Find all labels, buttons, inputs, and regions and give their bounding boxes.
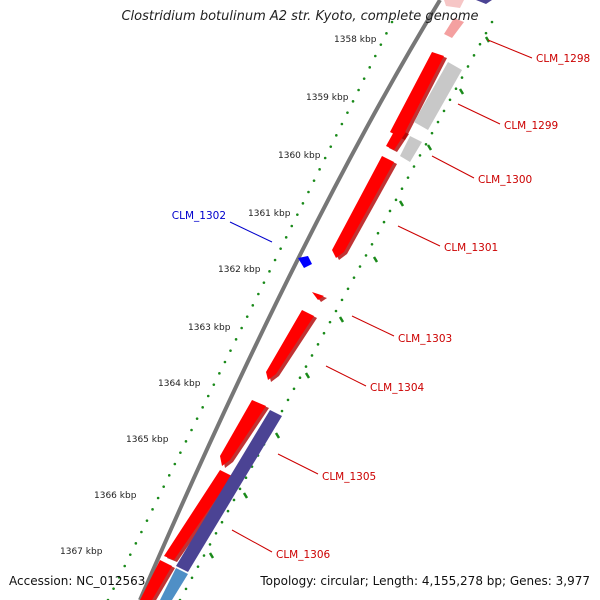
- tick-label: 1363 kbp: [188, 323, 231, 333]
- feature-clm-1303[interactable]: [312, 292, 327, 302]
- feature-clm-1306[interactable]: [164, 470, 235, 562]
- feature-tracks: [140, 0, 492, 600]
- genome-backbone: [138, 0, 442, 600]
- gene-label-clm-1301[interactable]: CLM_1301: [397, 225, 498, 254]
- tick-label: 1361 kbp: [248, 209, 291, 219]
- tick-label: 1366 kbp: [94, 491, 137, 501]
- feature-gray-2[interactable]: [400, 136, 422, 162]
- gene-label-clm-1299[interactable]: CLM_1299: [457, 103, 558, 132]
- tick-label: 1358 kbp: [334, 35, 377, 45]
- gene-label-clm-1298[interactable]: CLM_1298: [487, 39, 590, 65]
- feature-clm-1304[interactable]: [266, 310, 317, 382]
- feature-gray-1[interactable]: [414, 62, 462, 130]
- accession-text: Accession: NC_012563: [9, 574, 146, 588]
- gene-label-text: CLM_1303: [398, 333, 452, 345]
- tick-label: 1365 kbp: [126, 435, 169, 445]
- feature-clm-1301[interactable]: [332, 156, 397, 260]
- tick-label: 1364 kbp: [158, 379, 201, 389]
- gene-label-text: CLM_1306: [276, 549, 331, 561]
- feature-clm-1299[interactable]: [390, 52, 447, 140]
- gene-label-text: CLM_1305: [322, 471, 376, 483]
- tick-label: 1367 kbp: [60, 547, 103, 557]
- gene-label-clm-1305[interactable]: CLM_1305: [277, 453, 376, 483]
- gene-label-text: CLM_1301: [444, 242, 498, 254]
- map-title: Clostridium botulinum A2 str. Kyoto, com…: [121, 9, 479, 24]
- feature-top-partial[interactable]: [444, 0, 464, 8]
- tick-label: 1360 kbp: [278, 151, 321, 161]
- gene-label-text: CLM_1299: [504, 120, 558, 132]
- outer-dot-ring: [106, 20, 394, 600]
- gene-label-text: CLM_1298: [536, 53, 590, 65]
- tick-label: 1359 kbp: [306, 93, 349, 103]
- gc-track-blue[interactable]: [160, 568, 188, 600]
- feature-clm-1300[interactable]: [386, 128, 409, 152]
- gene-label-clm-1300[interactable]: CLM_1300: [431, 155, 532, 186]
- gc-track-segment[interactable]: [176, 410, 282, 572]
- gene-label-text: CLM_1300: [478, 174, 532, 186]
- gene-label-text: CLM_1302: [172, 210, 226, 222]
- backbone-arc: [138, 0, 442, 600]
- feature-clm-1298[interactable]: [444, 18, 464, 38]
- gene-label-clm-1306[interactable]: CLM_1306: [231, 529, 331, 561]
- gene-label-clm-1303[interactable]: CLM_1303: [351, 315, 452, 345]
- gene-label-clm-1302[interactable]: CLM_1302: [172, 210, 273, 243]
- genome-stats-text: Topology: circular; Length: 4,155,278 bp…: [260, 574, 590, 588]
- feature-clm-1305[interactable]: [220, 400, 269, 468]
- inner-dot-ring: [178, 20, 494, 600]
- gene-label-clm-1304[interactable]: CLM_1304: [325, 365, 425, 394]
- gene-label-text: CLM_1304: [370, 382, 425, 394]
- feature-clm-1307-partial[interactable]: [140, 560, 175, 600]
- feature-clm-1302[interactable]: [298, 256, 312, 268]
- gc-track-top[interactable]: [476, 0, 492, 4]
- labels: 1358 kbp 1359 kbp 1360 kbp 1361 kbp 1362 kbp…: [60, 35, 590, 561]
- tick-label: 1362 kbp: [218, 265, 261, 275]
- inner-ring-dashes: [208, 36, 491, 559]
